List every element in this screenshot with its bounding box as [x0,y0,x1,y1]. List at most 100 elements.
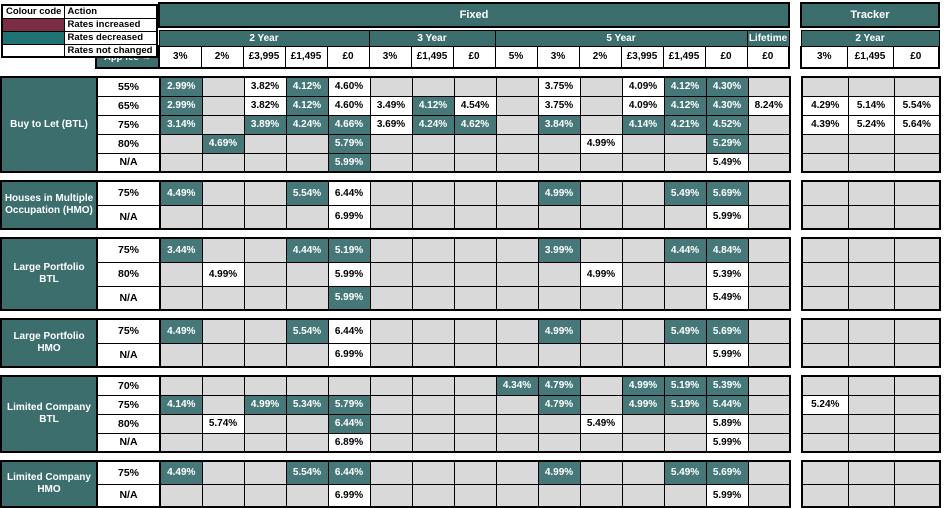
rate-cell [201,95,245,116]
rate-cell [159,261,203,287]
rate-cell: 4.09% [621,76,665,97]
tracker-rate-cell [847,204,895,230]
rate-cell [243,237,287,263]
rate-cell [201,460,245,485]
table-row: Large Portfolio HMO 75% 4.49% 5.54% 6.44% 4.9… [0,318,941,368]
rate-cell [243,342,287,368]
rate-cell: 4.99% [621,394,665,415]
rate-cell [621,432,665,453]
table-row: N/A 6.99% 5.99% [1,204,941,230]
rate-cell [495,204,539,230]
rate-cell [201,342,245,368]
rate-cell [537,413,581,434]
ltv-cell: N/A [96,204,161,230]
table-row: Large Portfolio BTL 75% 3.44% 4.44% 5.19% 3.9… [0,237,941,311]
tracker-rate-cell [801,342,849,368]
rate-cell [621,204,665,230]
rate-cell [159,432,203,453]
rate-cell [621,285,665,311]
rate-cell [495,76,539,97]
rate-cell [285,133,329,154]
rate-cell: 6.44% [327,180,371,206]
rate-cell [159,285,203,311]
rate-cell [201,318,245,344]
rate-cell [285,342,329,368]
rate-cell: 5.49% [705,285,749,311]
ltv-cell: 80% [96,413,161,434]
rate-cell [411,76,455,97]
rate-cell [621,261,665,287]
rate-cell [537,432,581,453]
rate-cell [453,318,497,344]
table-row: Limited Company HMO 75% 4.49% 5.54% 6.44% 4.9… [0,460,941,508]
ltv-cell: 75% [96,237,161,263]
rate-cell [747,237,791,263]
rate-cell [201,204,245,230]
rate-cell [369,375,413,396]
fixed-term-header-5-year: 5 Year [494,29,748,47]
fee-column-header: 5% [494,45,538,69]
fee-column-header: £0 [746,45,790,69]
rate-cell [159,483,203,508]
rate-cell [537,204,581,230]
rate-cell [285,432,329,453]
product-label: Limited Company BTL [0,375,98,453]
rate-cell: 4.79% [537,375,581,396]
rate-cell: 3.99% [537,237,581,263]
rate-cell [579,375,623,396]
tracker-rate-cell [847,375,895,396]
legend-action-header: Action [63,4,158,19]
legend: Colour code Action Rates increased Rates… [1,4,158,58]
rate-cell [411,460,455,485]
rates-increased-swatch [1,17,65,32]
rate-cell [411,133,455,154]
tracker-rate-cell [893,261,941,287]
rate-cell: 4.66% [327,114,371,135]
tracker-fee-column-header: £1,495 [846,45,894,69]
rate-cell [411,394,455,415]
tracker-rate-cell: 5.24% [847,114,895,135]
rate-cell: 4.79% [537,394,581,415]
rate-cell [495,432,539,453]
rate-cell [285,285,329,311]
rate-cell: 8.24% [747,95,791,116]
rate-cell [159,342,203,368]
tracker-rate-cell [893,180,941,206]
tracker-rate-cell [847,413,895,434]
table-row: Buy to Let (BTL) 55% 2.99% 3.82% 4.12% 4.60% 3… [0,76,941,173]
rate-cell [369,204,413,230]
rate-cell: 5.79% [327,133,371,154]
ltv-cell: N/A [96,152,161,173]
rate-cell [369,237,413,263]
table-row: N/A 6.99% 5.99% [1,483,941,508]
tracker-rate-cell [801,460,849,485]
fee-column-header: £3,995 [242,45,286,69]
rate-cell: 5.69% [705,460,749,485]
rate-cell [411,204,455,230]
tracker-rate-cell [801,180,849,206]
rate-cell [747,460,791,485]
tracker-rate-cell [847,483,895,508]
rate-cell: 5.89% [705,413,749,434]
rate-cell [579,76,623,97]
rate-cell [369,180,413,206]
rate-cell: 3.14% [159,114,203,135]
rate-cell [663,285,707,311]
rate-cell [621,342,665,368]
rate-cell: 4.49% [159,180,203,206]
table-row: 65% 2.99% 3.82% 4.12% 4.60% 3.49% 4.12% 4.54% 3.… [1,95,941,116]
rate-cell [747,375,791,396]
rate-cell: 5.49% [663,318,707,344]
rate-cell [747,394,791,415]
rate-cell [327,375,371,396]
tracker-rate-cell [801,237,849,263]
table-row: 80% 5.74% 6.44% 5.49% 5.89% [1,413,941,434]
rate-cell [747,261,791,287]
rate-cell: 5.69% [705,180,749,206]
tracker-rate-cell: 5.54% [893,95,941,116]
tracker-rate-cell [847,237,895,263]
rate-cell [495,180,539,206]
rate-cell [201,432,245,453]
fixed-term-header-3-year: 3 Year [368,29,496,47]
rate-cell [579,394,623,415]
